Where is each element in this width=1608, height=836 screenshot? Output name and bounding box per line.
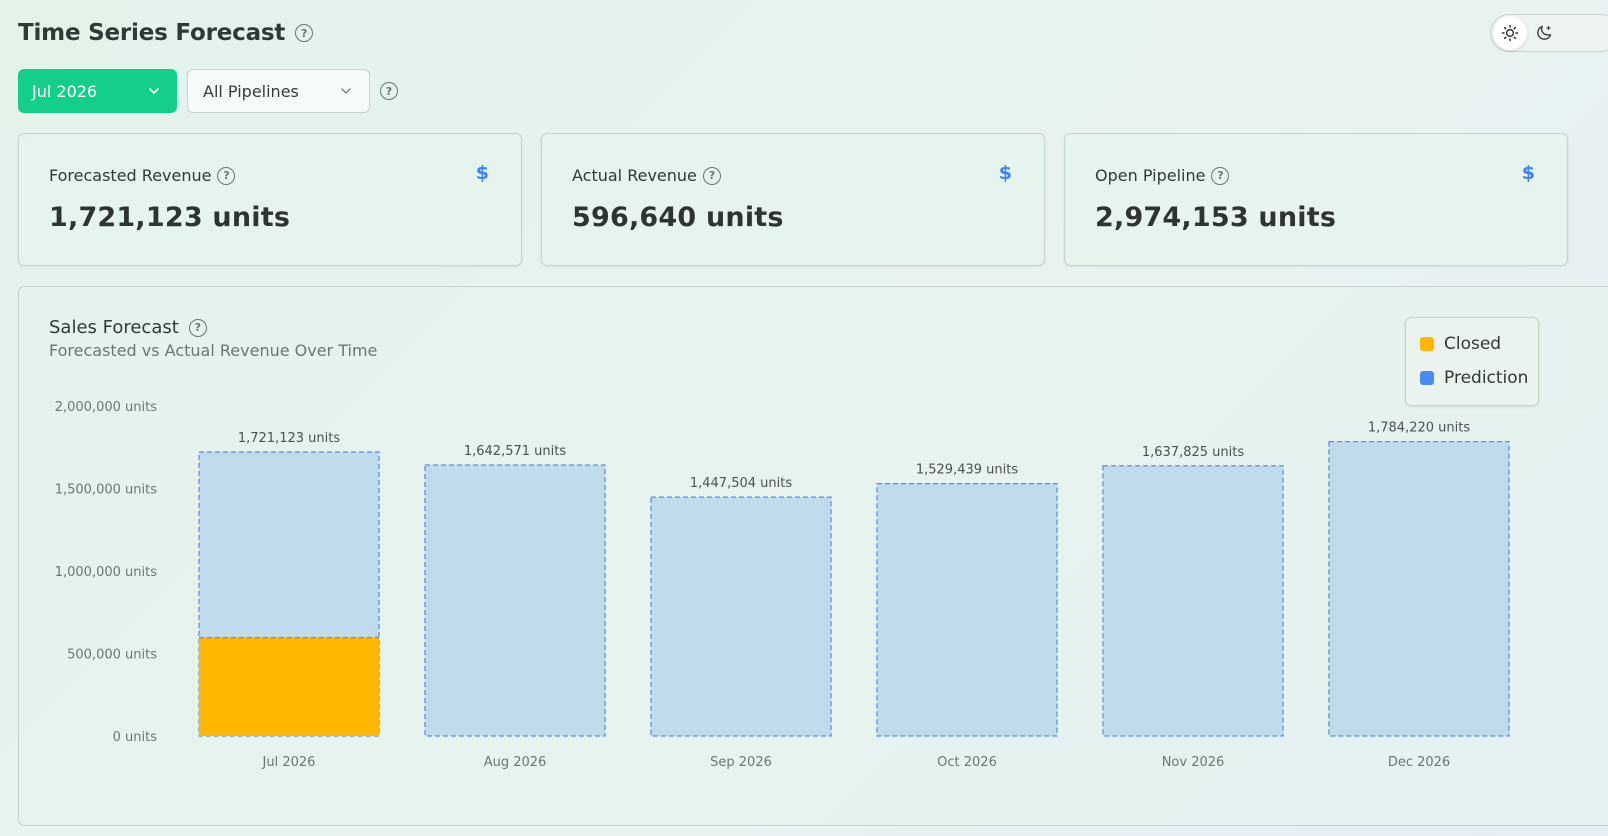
chart-subtitle: Forecasted vs Actual Revenue Over Time <box>49 341 378 360</box>
legend-swatch-closed <box>1420 337 1434 351</box>
question-circle-icon[interactable]: ? <box>380 82 398 100</box>
legend-item-prediction[interactable]: Prediction <box>1420 361 1538 395</box>
sun-icon[interactable] <box>1493 16 1527 50</box>
bar-data-label: 1,784,220 units <box>1368 421 1470 436</box>
bar-data-label: 1,447,504 units <box>690 476 792 491</box>
bar-prediction <box>1102 465 1284 737</box>
sales-forecast-card: Sales Forecast ? Forecasted vs Actual Re… <box>18 286 1608 826</box>
x-tick-label: Dec 2026 <box>1388 755 1450 770</box>
question-circle-icon[interactable]: ? <box>188 318 207 337</box>
bar-data-label: 1,642,571 units <box>464 444 566 459</box>
y-tick-label: 1,500,000 units <box>55 483 157 498</box>
kpi-card-actual-revenue: Actual Revenue ? 596,640 units $ <box>541 133 1045 266</box>
bar-data-label: 1,721,123 units <box>238 431 340 446</box>
x-tick-label: Aug 2026 <box>484 755 547 770</box>
x-tick-label: Sep 2026 <box>710 755 772 770</box>
legend-swatch-prediction <box>1420 371 1434 385</box>
kpi-value: 1,721,123 units <box>49 202 291 233</box>
x-tick-label: Nov 2026 <box>1162 755 1225 770</box>
filters: Jul 2026 All Pipelines ? <box>18 69 398 113</box>
bar-chart: 0 units 500,000 units 1,000,000 units 1,500… <box>55 400 1510 770</box>
bar-data-label: 1,529,439 units <box>916 463 1018 478</box>
question-circle-icon[interactable]: ? <box>217 166 236 185</box>
pipeline-select[interactable]: All Pipelines <box>187 69 370 113</box>
page-title: Time Series Forecast <box>18 20 286 46</box>
x-tick-label: Oct 2026 <box>937 755 997 770</box>
question-circle-icon[interactable]: ? <box>702 166 721 185</box>
kpi-label: Forecasted Revenue <box>49 166 212 185</box>
dollar-icon: $ <box>998 162 1012 184</box>
y-tick-label: 1,000,000 units <box>55 565 157 580</box>
bar-prediction <box>876 482 1058 737</box>
period-select[interactable]: Jul 2026 <box>18 69 177 113</box>
dollar-icon: $ <box>475 162 489 184</box>
question-circle-icon[interactable]: ? <box>295 24 314 42</box>
legend-label-prediction: Prediction <box>1444 368 1529 388</box>
legend-item-closed[interactable]: Closed <box>1420 327 1538 361</box>
y-tick-label: 0 units <box>113 730 158 745</box>
kpi-label: Open Pipeline <box>1095 166 1206 185</box>
chevron-down-icon <box>341 88 351 94</box>
theme-toggle[interactable] <box>1490 14 1608 52</box>
period-select-value: Jul 2026 <box>32 81 98 101</box>
bar-data-label: 1,637,825 units <box>1142 445 1244 460</box>
bar-prediction <box>424 464 606 737</box>
kpi-card-forecasted-revenue: Forecasted Revenue ? 1,721,123 units $ <box>18 133 522 266</box>
kpi-value: 596,640 units <box>572 202 784 233</box>
kpi-value: 2,974,153 units <box>1095 202 1337 233</box>
y-tick-label: 2,000,000 units <box>55 400 157 415</box>
kpi-card-open-pipeline: Open Pipeline ? 2,974,153 units $ <box>1064 133 1568 266</box>
legend-label-closed: Closed <box>1444 334 1502 354</box>
x-tick-label: Jul 2026 <box>262 755 316 770</box>
y-tick-label: 500,000 units <box>67 648 157 663</box>
bar-prediction <box>1328 440 1510 737</box>
moon-icon[interactable] <box>1527 16 1561 50</box>
dollar-icon: $ <box>1521 162 1535 184</box>
bar-closed <box>199 637 379 736</box>
pipeline-select-value: All Pipelines <box>203 81 299 101</box>
chart-title: Sales Forecast <box>49 317 179 338</box>
question-circle-icon[interactable]: ? <box>1211 166 1230 185</box>
kpi-label: Actual Revenue <box>572 166 697 185</box>
chevron-down-icon <box>149 88 159 94</box>
chart-legend: Closed Prediction <box>1405 317 1539 406</box>
bar-prediction <box>650 496 832 737</box>
header: Time Series Forecast ? <box>18 20 314 46</box>
